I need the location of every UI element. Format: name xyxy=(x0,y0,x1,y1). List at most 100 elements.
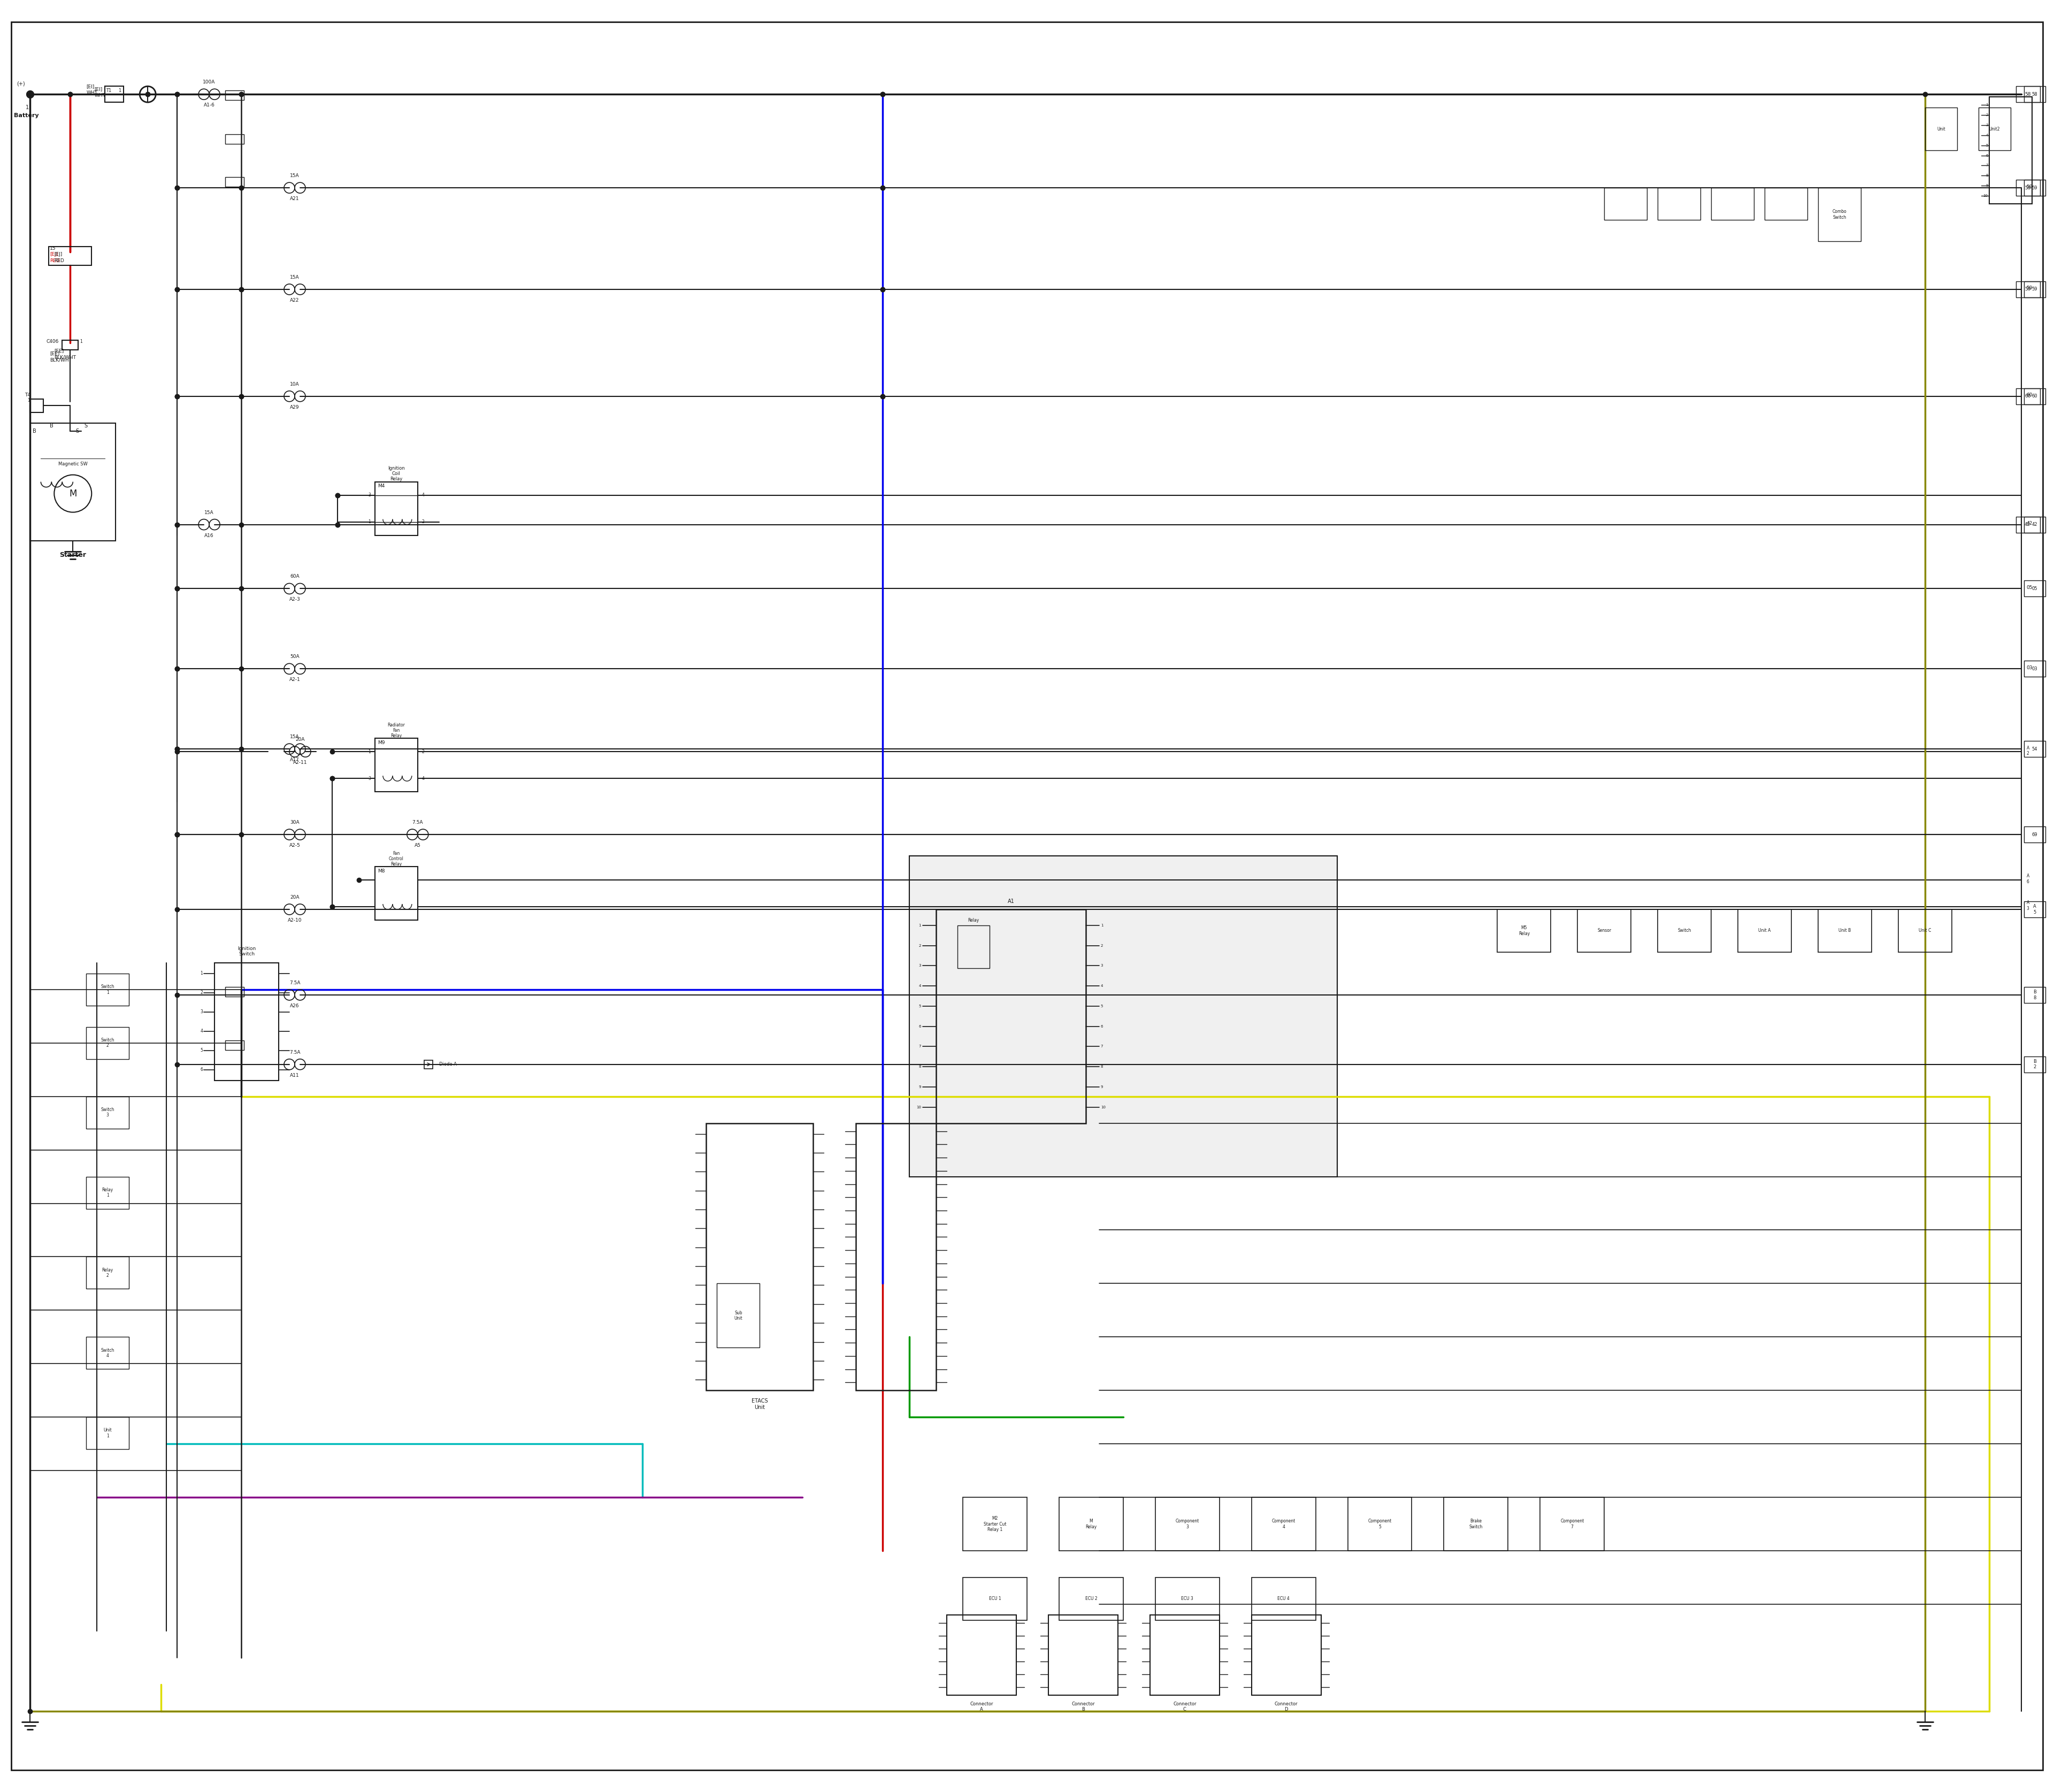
Text: ECU 2: ECU 2 xyxy=(1085,1597,1097,1602)
Text: A16: A16 xyxy=(205,532,214,538)
Text: RED: RED xyxy=(53,258,64,263)
Bar xyxy=(1711,188,1754,220)
Text: Relay
2: Relay 2 xyxy=(103,1267,113,1278)
Text: 3: 3 xyxy=(199,1009,203,1014)
Bar xyxy=(226,177,244,186)
Bar xyxy=(1444,1498,1508,1550)
Bar xyxy=(963,1498,1027,1550)
Text: Switch
1: Switch 1 xyxy=(101,984,115,995)
Text: 2: 2 xyxy=(1101,944,1103,948)
Bar xyxy=(86,1337,129,1369)
Text: Component
3: Component 3 xyxy=(1175,1520,1200,1529)
Text: 4: 4 xyxy=(1101,984,1103,987)
Text: Switch
4: Switch 4 xyxy=(101,1348,115,1358)
Bar xyxy=(1251,1577,1317,1620)
Text: BLK/WHT: BLK/WHT xyxy=(53,355,76,360)
Bar xyxy=(226,91,244,100)
Text: T1: T1 xyxy=(107,88,111,93)
Text: 5: 5 xyxy=(1986,143,1988,147)
Text: Connector
A: Connector A xyxy=(969,1701,994,1711)
Text: Relay: Relay xyxy=(967,918,980,923)
Bar xyxy=(1658,909,1711,952)
Bar xyxy=(86,1027,129,1059)
Text: A21: A21 xyxy=(290,197,300,201)
Bar xyxy=(2015,86,2040,102)
Text: 05: 05 xyxy=(2027,586,2033,590)
Text: 42: 42 xyxy=(2025,521,2031,527)
Text: [EI]: [EI] xyxy=(86,84,94,88)
Bar xyxy=(214,962,279,1081)
Text: 5: 5 xyxy=(199,1048,203,1054)
Text: 3: 3 xyxy=(1101,964,1103,968)
Text: 9: 9 xyxy=(1986,185,1988,188)
Text: A2-1: A2-1 xyxy=(290,677,300,683)
Text: 2: 2 xyxy=(421,749,425,754)
Text: 10: 10 xyxy=(916,1106,920,1109)
Text: B
2: B 2 xyxy=(2033,1059,2036,1070)
Text: 4: 4 xyxy=(421,493,425,498)
Bar xyxy=(2023,86,2046,102)
Text: 03: 03 xyxy=(2027,665,2033,670)
Text: Brake
Switch: Brake Switch xyxy=(1469,1520,1483,1529)
Text: 6: 6 xyxy=(1101,1025,1103,1029)
Text: 59: 59 xyxy=(2027,185,2033,190)
Bar xyxy=(2023,826,2046,842)
Bar xyxy=(707,1124,813,1391)
Text: C406: C406 xyxy=(45,339,60,344)
Text: 42: 42 xyxy=(2027,521,2033,525)
Text: 59: 59 xyxy=(2025,287,2031,292)
Bar xyxy=(62,340,78,349)
Text: A29: A29 xyxy=(290,405,300,410)
Text: Relay: Relay xyxy=(390,733,403,738)
Bar xyxy=(2023,661,2046,677)
Text: 1: 1 xyxy=(80,339,82,344)
Bar xyxy=(2015,179,2040,195)
Text: 7: 7 xyxy=(1101,1045,1103,1048)
Text: 5: 5 xyxy=(1101,1005,1103,1007)
Text: Ignition
Switch: Ignition Switch xyxy=(238,946,257,957)
Bar xyxy=(105,86,123,102)
Bar xyxy=(1497,909,1551,952)
Text: 3: 3 xyxy=(368,493,370,498)
Text: BLK/WHT: BLK/WHT xyxy=(49,358,72,362)
Bar xyxy=(1048,1615,1117,1695)
Text: RED: RED xyxy=(49,258,60,263)
Text: 69: 69 xyxy=(2031,831,2038,837)
Text: 6: 6 xyxy=(1986,154,1988,158)
Bar xyxy=(2023,281,2046,297)
Text: Component
7: Component 7 xyxy=(1561,1520,1584,1529)
Bar xyxy=(226,987,244,996)
Bar xyxy=(86,1417,129,1450)
Text: Connector
B: Connector B xyxy=(1072,1701,1095,1711)
Text: S: S xyxy=(84,423,88,428)
Bar xyxy=(1604,188,1647,220)
Text: [EJ]: [EJ] xyxy=(49,253,58,256)
Text: A2-5: A2-5 xyxy=(290,842,300,848)
Bar xyxy=(2023,516,2046,532)
Text: Ignition: Ignition xyxy=(388,466,405,471)
Text: 15: 15 xyxy=(49,246,55,251)
Text: 9: 9 xyxy=(1101,1086,1103,1088)
Text: S: S xyxy=(76,428,78,434)
Text: Unit: Unit xyxy=(1937,127,1945,131)
Text: 59: 59 xyxy=(2031,185,2038,190)
Text: B: B xyxy=(49,423,53,428)
Text: 1: 1 xyxy=(199,971,203,977)
Bar xyxy=(226,134,244,143)
Text: 58: 58 xyxy=(2031,91,2038,97)
Text: B
8: B 8 xyxy=(2033,989,2036,1000)
Text: 60: 60 xyxy=(2031,394,2038,398)
Text: 20A: 20A xyxy=(290,894,300,900)
Bar xyxy=(2023,179,2046,195)
Bar xyxy=(86,973,129,1005)
Text: 59: 59 xyxy=(2027,287,2033,290)
Text: 6: 6 xyxy=(918,1025,920,1029)
Text: M4: M4 xyxy=(378,484,384,489)
Text: Diode A: Diode A xyxy=(440,1063,456,1066)
Bar xyxy=(86,1177,129,1208)
Text: Magnetic SW: Magnetic SW xyxy=(58,462,88,466)
Text: A2-3: A2-3 xyxy=(290,597,300,602)
Text: 2: 2 xyxy=(1986,113,1988,116)
Text: 60A: 60A xyxy=(290,573,300,579)
Text: B: B xyxy=(33,428,37,434)
